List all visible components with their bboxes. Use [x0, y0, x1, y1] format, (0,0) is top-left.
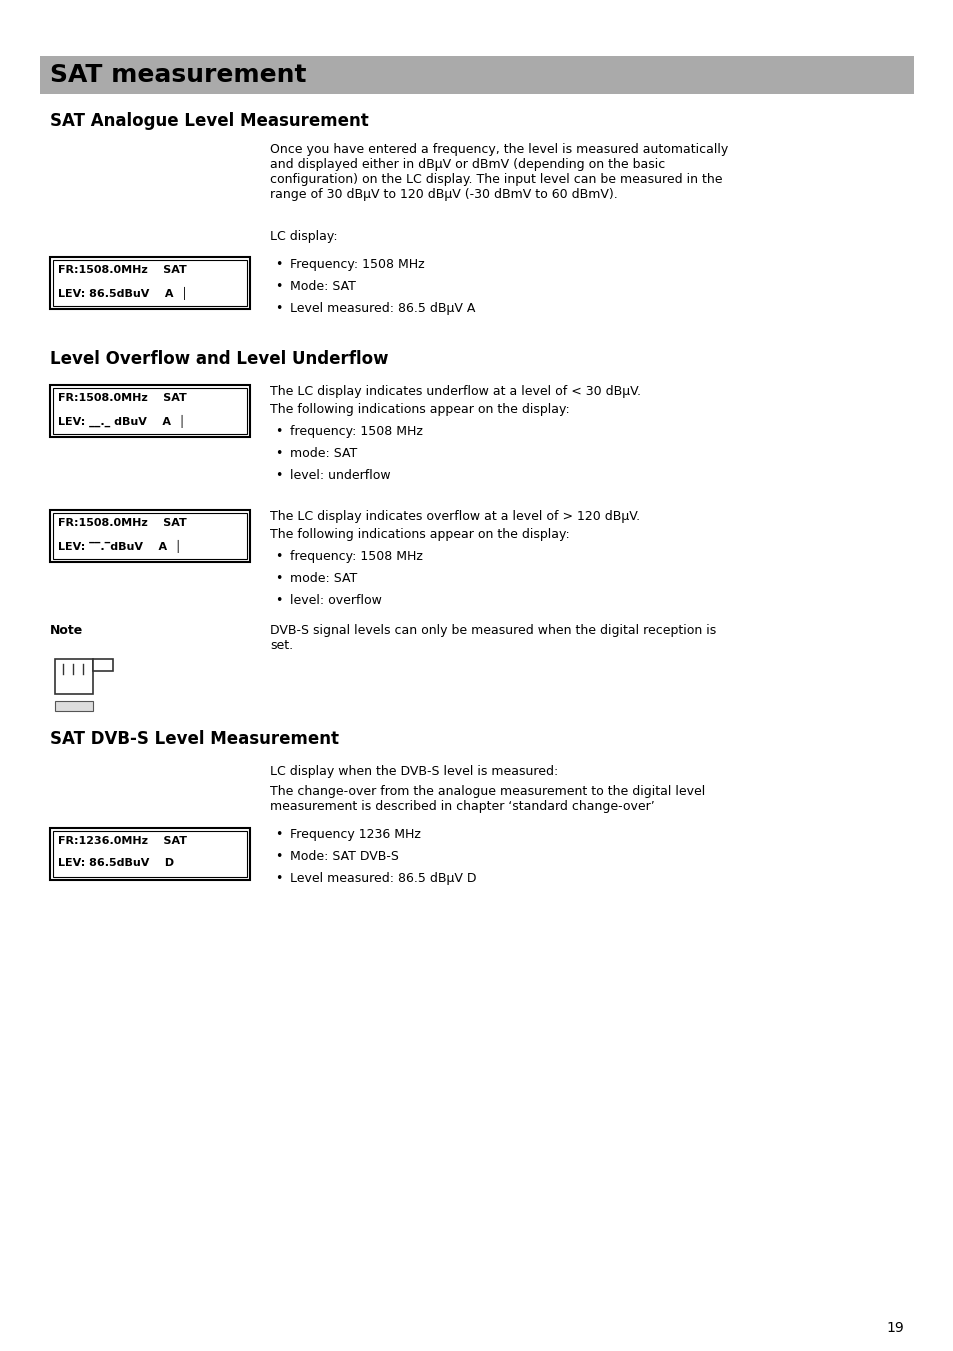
Text: LEV: 86.5dBuV    D: LEV: 86.5dBuV D: [58, 858, 174, 867]
Text: •: •: [274, 871, 282, 885]
Text: Frequency: 1508 MHz: Frequency: 1508 MHz: [290, 258, 424, 272]
Text: •: •: [274, 303, 282, 315]
Bar: [50, 385, 250, 436]
Bar: [50, 828, 250, 880]
Text: •: •: [274, 447, 282, 459]
Text: LC display:: LC display:: [270, 230, 337, 243]
Text: LEV: __._ dBuV    A  │: LEV: __._ dBuV A │: [58, 415, 185, 428]
Bar: [53, 831, 247, 877]
Text: frequency: 1508 MHz: frequency: 1508 MHz: [290, 550, 422, 563]
Text: Level Overflow and Level Underflow: Level Overflow and Level Underflow: [50, 350, 388, 367]
Text: Level measured: 86.5 dBμV A: Level measured: 86.5 dBμV A: [290, 303, 475, 315]
Text: FR:1508.0MHz    SAT: FR:1508.0MHz SAT: [58, 265, 187, 276]
Bar: [92, 659, 112, 671]
Text: •: •: [274, 469, 282, 482]
Text: and displayed either in dBμV or dBmV (depending on the basic: and displayed either in dBμV or dBmV (de…: [270, 158, 664, 172]
Text: •: •: [274, 258, 282, 272]
Text: Mode: SAT DVB-S: Mode: SAT DVB-S: [290, 850, 398, 863]
Text: •: •: [274, 828, 282, 842]
Text: SAT DVB-S Level Measurement: SAT DVB-S Level Measurement: [50, 730, 338, 748]
Text: LC display when the DVB-S level is measured:: LC display when the DVB-S level is measu…: [270, 765, 558, 778]
Text: LEV: 86.5dBuV    A  │: LEV: 86.5dBuV A │: [58, 286, 188, 300]
Bar: [53, 513, 247, 559]
Bar: [50, 509, 250, 562]
Text: SAT measurement: SAT measurement: [50, 63, 306, 86]
Text: •: •: [274, 426, 282, 438]
Text: •: •: [274, 850, 282, 863]
Text: FR:1508.0MHz    SAT: FR:1508.0MHz SAT: [58, 517, 187, 528]
Text: set.: set.: [270, 639, 293, 653]
Text: Once you have entered a frequency, the level is measured automatically: Once you have entered a frequency, the l…: [270, 143, 727, 155]
Text: •: •: [274, 594, 282, 607]
Text: SAT Analogue Level Measurement: SAT Analogue Level Measurement: [50, 112, 369, 130]
Bar: [55, 701, 92, 711]
Text: level: underflow: level: underflow: [290, 469, 390, 482]
Text: level: overflow: level: overflow: [290, 594, 381, 607]
Text: Level measured: 86.5 dBμV D: Level measured: 86.5 dBμV D: [290, 871, 476, 885]
Bar: [40, 55, 913, 95]
Text: The following indications appear on the display:: The following indications appear on the …: [270, 403, 569, 416]
Text: The LC display indicates overflow at a level of > 120 dBμV.: The LC display indicates overflow at a l…: [270, 509, 639, 523]
Text: Mode: SAT: Mode: SAT: [290, 280, 355, 293]
Bar: [50, 257, 250, 309]
Text: frequency: 1508 MHz: frequency: 1508 MHz: [290, 426, 422, 438]
Text: The LC display indicates underflow at a level of < 30 dBμV.: The LC display indicates underflow at a …: [270, 385, 640, 399]
Text: The following indications appear on the display:: The following indications appear on the …: [270, 528, 569, 540]
Text: •: •: [274, 571, 282, 585]
Text: LEV: ‾‾.‾dBuV    A  │: LEV: ‾‾.‾dBuV A │: [58, 540, 181, 553]
Bar: [53, 259, 247, 305]
Text: •: •: [274, 550, 282, 563]
Text: Note: Note: [50, 624, 83, 638]
Text: 19: 19: [885, 1321, 903, 1335]
Text: mode: SAT: mode: SAT: [290, 571, 356, 585]
Text: •: •: [274, 280, 282, 293]
Text: DVB-S signal levels can only be measured when the digital reception is: DVB-S signal levels can only be measured…: [270, 624, 716, 638]
Text: configuration) on the LC display. The input level can be measured in the: configuration) on the LC display. The in…: [270, 173, 721, 186]
Text: The change-over from the analogue measurement to the digital level: The change-over from the analogue measur…: [270, 785, 704, 798]
Text: FR:1236.0MHz    SAT: FR:1236.0MHz SAT: [58, 836, 187, 846]
Text: mode: SAT: mode: SAT: [290, 447, 356, 459]
Bar: [53, 388, 247, 434]
Text: FR:1508.0MHz    SAT: FR:1508.0MHz SAT: [58, 393, 187, 403]
Text: range of 30 dBμV to 120 dBμV (-30 dBmV to 60 dBmV).: range of 30 dBμV to 120 dBμV (-30 dBmV t…: [270, 188, 618, 201]
Text: measurement is described in chapter ‘standard change-over’: measurement is described in chapter ‘sta…: [270, 800, 654, 813]
Text: Frequency 1236 MHz: Frequency 1236 MHz: [290, 828, 420, 842]
Bar: [55, 659, 92, 694]
